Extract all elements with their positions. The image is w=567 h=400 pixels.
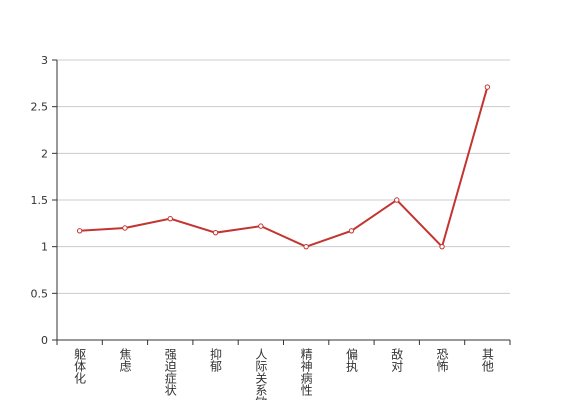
x-tick-label: 人际关系敏感 (254, 348, 268, 400)
x-tick-label: 敌对 (390, 347, 404, 372)
y-tick-label: 3 (41, 54, 48, 67)
point (394, 197, 400, 203)
x-tick-label: 强迫症状 (163, 348, 177, 396)
point (484, 84, 491, 90)
point (122, 225, 128, 231)
x-tick-label: 躯体化 (73, 347, 87, 385)
y-tick-label: 1 (41, 241, 48, 254)
x-tick-label: 精神病性 (299, 348, 313, 397)
y-tick-label: 2 (41, 147, 48, 160)
line (79, 86, 489, 249)
y-tick-label: 1.5 (31, 194, 49, 207)
x-tick-label: 抑郁 (209, 347, 223, 373)
x-tick-label: 焦虑 (118, 348, 132, 372)
point (212, 229, 219, 236)
point (303, 243, 309, 250)
point (167, 215, 173, 222)
x-tick-label: 恐怖 (435, 348, 449, 372)
y-tick-label: 0.5 (31, 287, 49, 300)
y-tick-label: 0 (41, 334, 48, 347)
y-tick-label: 2.5 (31, 101, 49, 114)
x-tick-label: 偏执 (344, 347, 358, 373)
point (76, 228, 83, 234)
point (348, 228, 355, 234)
x-tick-label: 其他 (480, 348, 494, 372)
point (258, 223, 264, 229)
point (439, 243, 445, 250)
